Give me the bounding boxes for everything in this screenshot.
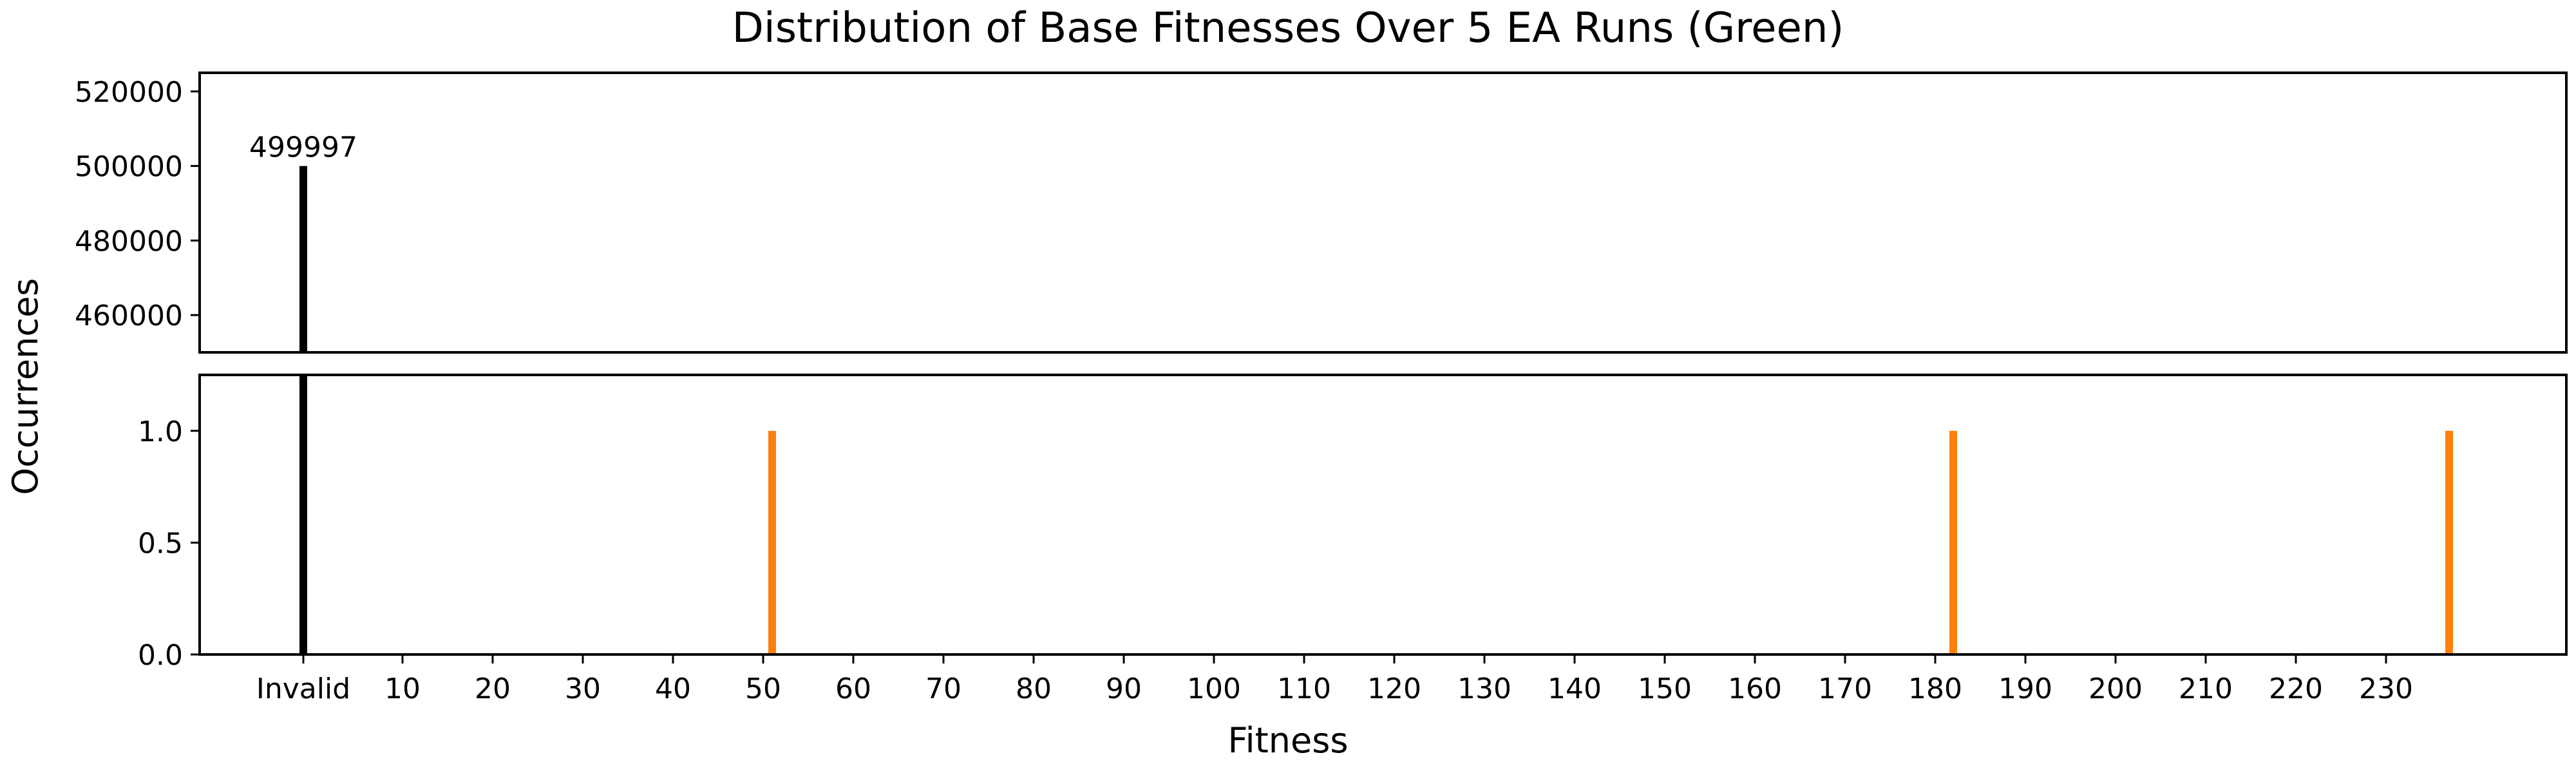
y-tick-label: 480000 <box>75 225 183 258</box>
y-tick-label: 500000 <box>75 151 183 184</box>
bottom-panel: 0.0 0.5 1.0 Invalid 10 20 30 40 50 60 70 80 90 100 110… <box>138 374 2568 705</box>
bar <box>299 166 307 352</box>
y-tick-label: 1.0 <box>138 415 183 448</box>
x-tick-label: 40 <box>655 673 691 705</box>
x-tick-label: 170 <box>1818 673 1872 705</box>
axes-frame <box>198 374 2568 656</box>
x-tick-label: 110 <box>1277 673 1331 705</box>
bar <box>2445 430 2453 654</box>
axes-frame <box>198 72 2568 354</box>
x-tick-label: 30 <box>565 673 601 705</box>
x-tick-label: 210 <box>2179 673 2233 705</box>
x-tick-label: 230 <box>2359 673 2413 705</box>
y-tick-label: 460000 <box>75 300 183 332</box>
x-tick-label: 180 <box>1908 673 1962 705</box>
x-tick-label: 130 <box>1457 673 1511 705</box>
x-tick-label: 70 <box>925 673 961 705</box>
bar-data-label: 499997 <box>249 131 357 164</box>
x-tick-label: 50 <box>745 673 781 705</box>
y-tick-label: 0.0 <box>138 639 183 672</box>
x-tick-label: 60 <box>835 673 871 705</box>
y-axis-label: Occurrences <box>5 278 46 495</box>
x-tick-label: Invalid <box>256 673 350 705</box>
x-tick-label: 20 <box>475 673 511 705</box>
x-tick-label: 190 <box>1998 673 2052 705</box>
x-tick-label: 140 <box>1548 673 1602 705</box>
x-tick-label: 220 <box>2269 673 2323 705</box>
x-tick-label: 120 <box>1367 673 1421 705</box>
x-tick-label: 200 <box>2088 673 2143 705</box>
bar <box>299 375 307 654</box>
x-tick-label: 10 <box>384 673 421 705</box>
x-tick-label: 160 <box>1728 673 1782 705</box>
x-tick-label: 100 <box>1187 673 1241 705</box>
chart-title: Distribution of Base Fitnesses Over 5 EA… <box>732 5 1844 52</box>
bar <box>1949 430 1957 654</box>
x-axis-label: Fitness <box>1227 720 1348 761</box>
bar <box>768 430 776 654</box>
x-tick-label: 80 <box>1016 673 1052 705</box>
y-tick-label: 0.5 <box>138 527 183 560</box>
top-panel: 460000 480000 500000 520000 499997 <box>75 72 2568 354</box>
y-tick-label: 520000 <box>75 76 183 109</box>
x-tick-label: 150 <box>1638 673 1692 705</box>
x-tick-label: 90 <box>1106 673 1142 705</box>
